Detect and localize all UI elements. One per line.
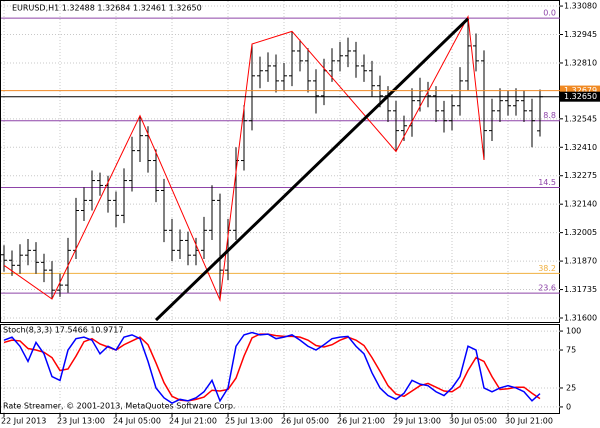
x-tick-label: 24 Jul 05:00 bbox=[113, 417, 161, 426]
x-tick-label: 30 Jul 21:00 bbox=[505, 417, 553, 426]
stoch-line bbox=[3, 333, 541, 402]
fibo-label: 14.5 bbox=[538, 178, 556, 187]
x-tick-label: 26 Jul 05:00 bbox=[281, 417, 329, 426]
trend-line bbox=[154, 17, 470, 322]
price-label-box bbox=[560, 85, 600, 96]
y-tick-label: 25 bbox=[566, 383, 576, 392]
x-tick-label: 23 Jul 13:00 bbox=[57, 417, 105, 426]
y-tick-label: 1.32810 bbox=[564, 58, 597, 67]
watermark: Rate Streamer, © 2001-2013, MetaQuotes S… bbox=[3, 402, 235, 411]
x-tick-label: 26 Jul 21:00 bbox=[337, 417, 385, 426]
y-tick-label: 100 bbox=[566, 327, 581, 336]
y-tick-label: 1.31870 bbox=[564, 257, 597, 266]
y-tick-label: 0 bbox=[566, 402, 571, 411]
y-tick-label: 1.32005 bbox=[564, 228, 597, 237]
y-tick-label: 1.32545 bbox=[564, 114, 597, 123]
fibo-label: 0.0 bbox=[543, 9, 556, 18]
x-tick-label: 24 Jul 21:00 bbox=[169, 417, 217, 426]
fibo-label: 8.8 bbox=[543, 111, 556, 120]
price-pane bbox=[0, 0, 560, 323]
y-tick-label: 1.32140 bbox=[564, 200, 597, 209]
stoch-pane bbox=[0, 324, 560, 414]
x-tick-label: 30 Jul 05:00 bbox=[449, 417, 497, 426]
y-tick-label: 1.31600 bbox=[564, 313, 597, 322]
price-label: 1.32650 bbox=[564, 92, 597, 101]
indicator-title: Stoch(8,3,3) 17.5466 10.9717 bbox=[3, 326, 123, 335]
y-tick-label: 1.31735 bbox=[564, 285, 597, 294]
x-tick-label: 29 Jul 13:00 bbox=[393, 417, 441, 426]
fibo-label: 38.2 bbox=[538, 264, 556, 273]
y-tick-label: 1.32275 bbox=[564, 171, 597, 180]
price-label: 1.32679 bbox=[564, 86, 597, 95]
y-tick-label: 75 bbox=[566, 346, 576, 355]
x-tick-label: 22 Jul 2013 bbox=[1, 417, 46, 426]
price-label-box bbox=[560, 91, 600, 102]
stoch-line bbox=[3, 331, 541, 404]
fibo-label: 23.6 bbox=[538, 284, 556, 293]
zigzag-line bbox=[3, 14, 485, 302]
y-tick-label: 1.32945 bbox=[564, 30, 597, 39]
chart-title: EURUSD,H1 1.32488 1.32684 1.32461 1.3265… bbox=[12, 4, 202, 13]
x-tick-label: 25 Jul 13:00 bbox=[225, 417, 273, 426]
y-tick-label: 1.33080 bbox=[564, 2, 597, 11]
y-tick-label: 1.32410 bbox=[564, 143, 597, 152]
